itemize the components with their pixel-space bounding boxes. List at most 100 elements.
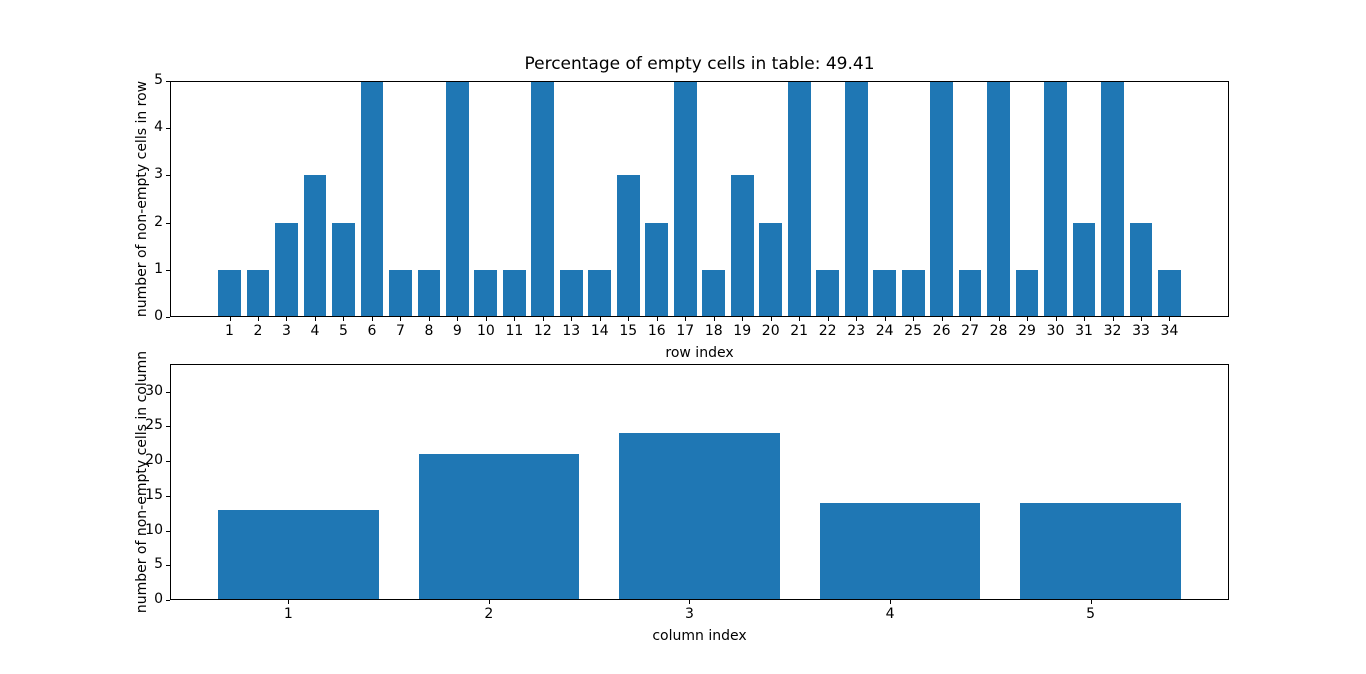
x-tick-mark <box>400 317 402 321</box>
bar <box>531 81 555 317</box>
bar <box>816 269 840 317</box>
y-tick-mark <box>166 269 170 271</box>
x-tick-mark <box>457 317 459 321</box>
x-tick-label: 4 <box>885 606 895 622</box>
x-tick-label: 3 <box>685 606 694 622</box>
x-tick-mark <box>742 317 744 321</box>
x-tick-label: 24 <box>875 323 894 339</box>
y-tick-mark <box>166 600 170 601</box>
x-tick-label: 25 <box>904 323 923 339</box>
x-tick-label: 2 <box>253 323 263 339</box>
bar <box>218 269 241 317</box>
x-tick-mark <box>970 317 972 321</box>
y-tick-label: 1 <box>154 260 163 277</box>
y-tick-mark <box>166 391 170 393</box>
y-tick-label: 5 <box>154 556 163 573</box>
x-tick-label: 1 <box>225 323 234 339</box>
bar <box>873 269 897 317</box>
x-tick-label: 20 <box>761 323 780 339</box>
x-tick-label: 26 <box>932 323 951 339</box>
x-tick-label: 27 <box>961 323 979 339</box>
bar <box>1101 81 1124 317</box>
x-tick-mark <box>770 317 772 321</box>
bar <box>502 269 526 317</box>
x-tick-label: 21 <box>790 323 809 339</box>
bar <box>418 454 580 600</box>
x-tick-label: 5 <box>1086 606 1096 622</box>
x-tick-label: 33 <box>1132 323 1150 339</box>
x-tick-mark <box>542 317 544 321</box>
x-tick-mark <box>371 317 373 321</box>
x-tick-mark <box>689 600 691 604</box>
x-tick-mark <box>258 317 259 321</box>
bar <box>958 269 982 317</box>
x-tick-mark <box>314 317 316 321</box>
x-tick-mark <box>628 317 630 321</box>
bar <box>702 269 726 317</box>
x-tick-label: 28 <box>989 323 1008 339</box>
x-tick-mark <box>1027 317 1029 321</box>
bar <box>1072 222 1096 317</box>
x-tick-label: 18 <box>704 323 723 339</box>
x-tick-mark <box>884 317 886 321</box>
y-tick-label: 5 <box>154 72 163 88</box>
bar <box>645 222 669 317</box>
x-tick-mark <box>514 317 516 321</box>
x-tick-label: 5 <box>338 323 348 339</box>
x-tick-label: 32 <box>1103 323 1122 339</box>
y-tick-mark <box>166 461 170 463</box>
bar <box>275 222 298 317</box>
bar <box>759 222 783 317</box>
x-tick-label: 6 <box>367 323 377 339</box>
x-tick-label: 7 <box>395 323 405 339</box>
bar <box>360 81 384 317</box>
x-tick-label: 17 <box>676 323 695 339</box>
y-tick-mark <box>166 175 170 177</box>
y-tick-label: 30 <box>145 382 163 399</box>
x-tick-mark <box>571 317 573 321</box>
x-tick-mark <box>656 317 658 321</box>
y-tick-label: 25 <box>145 417 163 434</box>
x-tick-label: 23 <box>847 323 866 339</box>
y-tick-label: 0 <box>154 591 163 607</box>
x-tick-mark <box>827 317 829 321</box>
x-tick-mark <box>1169 317 1171 321</box>
x-tick-mark <box>713 317 715 321</box>
x-tick-mark <box>485 317 487 321</box>
y-tick-mark <box>166 530 170 532</box>
x-tick-label: 2 <box>484 606 494 622</box>
x-tick-mark <box>856 317 858 321</box>
x-tick-label: 11 <box>505 323 524 339</box>
x-tick-mark <box>288 600 290 604</box>
x-tick-mark <box>286 317 288 321</box>
x-tick-mark <box>998 317 1000 321</box>
y-tick-label: 0 <box>154 308 163 324</box>
x-axis-label: row index <box>665 345 734 361</box>
x-tick-label: 12 <box>533 323 552 339</box>
y-tick-label: 10 <box>145 521 163 538</box>
bar <box>417 269 441 317</box>
x-tick-mark <box>229 317 231 321</box>
y-tick-mark <box>166 317 170 318</box>
bar <box>1129 222 1153 317</box>
x-tick-label: 15 <box>619 323 638 339</box>
bar <box>446 81 469 317</box>
x-tick-label: 14 <box>590 323 609 339</box>
x-tick-label: 13 <box>562 323 581 339</box>
x-tick-mark <box>1140 317 1142 321</box>
x-tick-mark <box>913 317 915 321</box>
bar <box>844 81 868 317</box>
x-tick-mark <box>599 317 601 321</box>
bar <box>303 175 327 317</box>
x-tick-mark <box>941 317 943 321</box>
y-tick-mark <box>166 495 170 497</box>
bar <box>819 502 981 600</box>
bar <box>987 81 1010 317</box>
y-tick-mark <box>166 426 170 428</box>
x-tick-label: 34 <box>1160 323 1179 339</box>
x-tick-mark <box>488 600 490 604</box>
x-tick-label: 30 <box>1046 323 1065 339</box>
bar <box>389 269 412 317</box>
plot-area-frame <box>170 81 1229 317</box>
x-tick-label: 8 <box>424 323 434 339</box>
